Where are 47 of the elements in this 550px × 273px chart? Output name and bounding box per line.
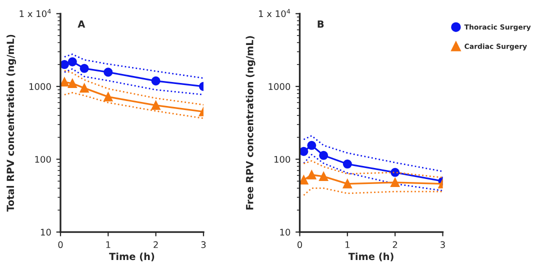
- y-tick-label: 10: [280, 228, 290, 236]
- line-series: [303, 188, 443, 196]
- point: [319, 172, 328, 181]
- point: [390, 168, 400, 177]
- x-tick-label: 1: [346, 241, 350, 248]
- line-series: [303, 135, 443, 172]
- point: [342, 160, 352, 169]
- text: A: [78, 20, 86, 28]
- line-series: [303, 154, 443, 192]
- y-tick-label: 1 x 10$^{4}$: [259, 8, 290, 18]
- point: [307, 140, 316, 150]
- point: [151, 76, 160, 86]
- point: [319, 150, 328, 160]
- y-axis-title: Total RPV concentration (ng/mL): [6, 34, 16, 212]
- x-tick-label: 2: [154, 241, 158, 248]
- point: [60, 60, 69, 70]
- x-tick-label: 1: [106, 241, 110, 248]
- x-tick-label: 3: [440, 241, 445, 248]
- line-series: [64, 54, 204, 79]
- y-tick-label: 1000: [268, 83, 290, 90]
- y-tick-label: 1000: [29, 83, 51, 90]
- point: [342, 179, 352, 188]
- text: B: [318, 20, 324, 28]
- x-axis-title: Time (h): [348, 252, 394, 262]
- point: [60, 78, 69, 87]
- point: [80, 64, 89, 73]
- point: [104, 92, 113, 102]
- point: [390, 178, 400, 187]
- point: [151, 100, 160, 110]
- x-tick-label: 3: [201, 241, 206, 248]
- point: [300, 146, 308, 156]
- y-tick-label: 10: [40, 228, 51, 236]
- point: [104, 68, 113, 77]
- x-tick-label: 2: [392, 241, 398, 248]
- point: [80, 84, 89, 93]
- x-tick-label: 0: [58, 241, 63, 248]
- y-tick-label: 100: [274, 156, 290, 163]
- y-axis-title: Free RPV concentration (ng/mL): [246, 36, 256, 210]
- y-tick-label: 100: [35, 156, 51, 163]
- point: [68, 57, 77, 66]
- line-series: [64, 68, 204, 96]
- x-axis-title: Time (h): [109, 252, 154, 262]
- y-tick-label: 1 x 10$^{4}$: [20, 8, 51, 18]
- point: [68, 78, 77, 88]
- x-tick-label: 0: [297, 241, 302, 248]
- point: [307, 170, 316, 180]
- point: [300, 175, 308, 184]
